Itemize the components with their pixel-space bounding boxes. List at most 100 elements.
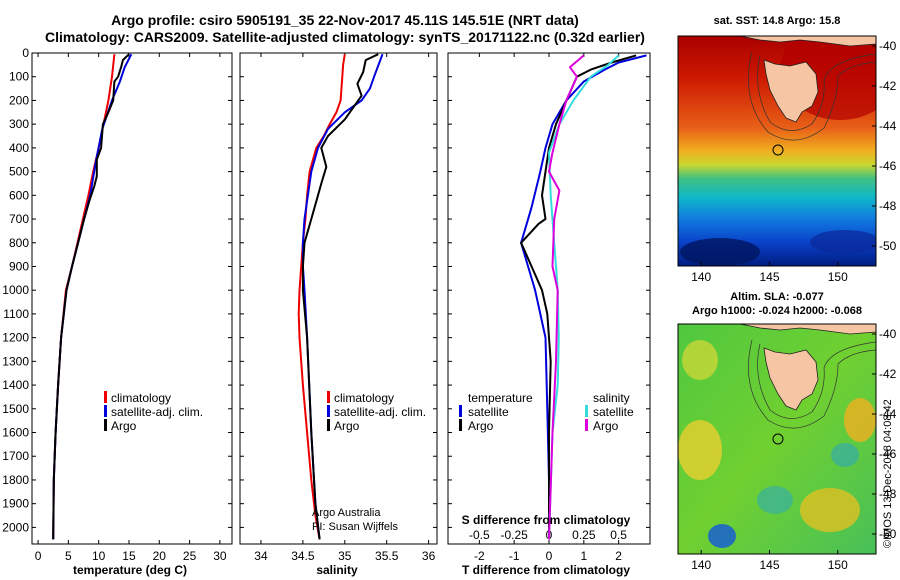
x-tick-label: -2 — [474, 549, 485, 563]
sst-map-ticks: 140 145 150 -40 -42 -44 -46 -48 -50 — [691, 39, 896, 284]
y-tick-label: 1900 — [2, 497, 29, 511]
map-y-tick-label: -40 — [879, 39, 897, 53]
x-tick-label: 35 — [338, 549, 352, 563]
legend-swatch-argo — [327, 419, 330, 431]
legend-swatch-satellite — [327, 405, 330, 417]
legend-label-satellite: satellite-adj. clim. — [111, 405, 203, 419]
map-x-tick-label: 145 — [759, 270, 779, 284]
bathymetry-contour — [757, 341, 876, 419]
legend-label-s-argo: Argo — [593, 419, 619, 433]
plot-frame — [31, 52, 233, 545]
temperature-profile-panel: 0100200300400500600700800900100011001200… — [2, 46, 233, 563]
sla-argo-marker — [772, 433, 784, 445]
credit-line2: PI: Susan Wijffels — [312, 521, 398, 533]
legend-header-temperature: temperature — [468, 391, 533, 405]
legend-label-climatology: climatology — [334, 391, 394, 405]
y-tick-label: 1000 — [2, 283, 29, 297]
legend-swatch-t-satellite — [459, 405, 462, 417]
x-tick-label: 5 — [65, 549, 72, 563]
map-y-tick-label: -44 — [879, 119, 897, 133]
legend-label-t-argo: Argo — [468, 419, 494, 433]
sst-map — [678, 36, 876, 266]
x-tick-label: -1 — [509, 549, 520, 563]
sla-low — [708, 524, 736, 548]
map-y-tick-label: -40 — [879, 327, 897, 341]
y-tick-label: 800 — [9, 236, 29, 250]
y-tick-label: 900 — [9, 259, 29, 273]
map-x-tick-label: 140 — [691, 558, 711, 572]
sla-map-title-line2: Argo h1000: -0.024 h2000: -0.068 — [692, 305, 862, 317]
y-tick-label: 700 — [9, 212, 29, 226]
legend-label-s-satellite: satellite — [593, 405, 634, 419]
x-tick-label: 35.5 — [375, 549, 399, 563]
sla-map-ticks: 140 145 150 -40 -42 -44 -46 -48 -50 — [691, 327, 896, 572]
y-tick-label: 200 — [9, 93, 29, 107]
x-tick-label: 0 — [546, 549, 553, 563]
sla-map — [678, 324, 876, 554]
legend-label-argo: Argo — [111, 419, 137, 433]
bathymetry-contour-outer — [748, 51, 876, 141]
x-tick-label: 34.5 — [291, 549, 315, 563]
legend-label-t-satellite: satellite — [468, 405, 509, 419]
x-tick-label: 15 — [122, 549, 136, 563]
salinity-profile-panel: 34 34.5 35 35.5 36 — [239, 52, 438, 563]
map-y-tick-label: -48 — [879, 487, 897, 501]
y-tick-label: 1700 — [2, 449, 29, 463]
figure-title-line1: Argo profile: csiro 5905191_35 22-Nov-20… — [111, 12, 579, 28]
map-x-tick-label: 150 — [828, 558, 848, 572]
map-y-tick-label: -46 — [879, 159, 897, 173]
sla-low-3 — [831, 443, 859, 467]
s-diff-tick-label: 0.5 — [610, 528, 627, 542]
land-tasmania — [763, 347, 819, 411]
legend-label-climatology: climatology — [111, 391, 171, 405]
series-line-satellite-adj-clim- — [301, 53, 384, 540]
map-y-tick-label: -42 — [879, 367, 897, 381]
y-tick-label: 1800 — [2, 473, 29, 487]
sla-high-3 — [844, 398, 876, 442]
figure-title-line2: Climatology: CARS2009. Satellite-adjuste… — [45, 29, 645, 45]
y-tick-label: 1400 — [2, 378, 29, 392]
y-tick-label: 300 — [9, 117, 29, 131]
legend-label-satellite: satellite-adj. clim. — [334, 405, 426, 419]
map-y-tick-label: -44 — [879, 407, 897, 421]
y-tick-label: 0 — [22, 46, 29, 60]
bathymetry-contour — [757, 53, 876, 131]
s-diff-tick-label: 0.25 — [572, 528, 596, 542]
series-line-argo — [520, 54, 637, 540]
plot-frame — [239, 52, 438, 545]
sla-high-4 — [682, 340, 718, 380]
legend-swatch-t-argo — [459, 419, 462, 431]
series-line-climatology — [52, 54, 116, 540]
difference-legend: temperature salinity satellite Argo sate… — [459, 391, 634, 433]
series-line-argo — [548, 54, 585, 540]
y-tick-label: 2000 — [2, 520, 29, 534]
land-mainland — [739, 324, 876, 335]
temperature-legend: climatology satellite-adj. clim. Argo — [104, 391, 203, 433]
map-x-tick-label: 145 — [759, 558, 779, 572]
map-x-tick-label: 150 — [828, 270, 848, 284]
y-tick-label: 500 — [9, 165, 29, 179]
y-tick-label: 1600 — [2, 426, 29, 440]
legend-swatch-s-satellite — [585, 405, 588, 417]
x-tick-label: 36 — [422, 549, 436, 563]
sst-map-title: sat. SST: 14.8 Argo: 15.8 — [714, 15, 841, 27]
s-diff-tick-label: -0.25 — [500, 528, 528, 542]
difference-xlabel: T difference from climatology — [462, 563, 630, 577]
sst-argo-marker — [772, 144, 784, 156]
y-tick-label: 1500 — [2, 402, 29, 416]
series-line-satellite — [548, 54, 620, 540]
sst-map-frame — [677, 35, 877, 267]
y-tick-label: 600 — [9, 188, 29, 202]
legend-label-argo: Argo — [334, 419, 360, 433]
s-diff-tick-label: -0.5 — [469, 528, 490, 542]
salinity-xlabel: salinity — [316, 563, 358, 577]
imos-timestamp: ©IMOS 13-Dec-2018 04:08:42 — [882, 399, 894, 548]
sla-low-2 — [757, 486, 793, 514]
sla-map-frame — [677, 323, 877, 555]
legend-swatch-climatology — [104, 391, 107, 403]
bathymetry-contour-outer — [748, 339, 876, 429]
difference-profile-panel: -2 -1 0 1 2-0.5 -0.25 0 0.25 0.5 — [447, 52, 651, 563]
y-tick-label: 1200 — [2, 331, 29, 345]
x-tick-label: 25 — [183, 549, 197, 563]
